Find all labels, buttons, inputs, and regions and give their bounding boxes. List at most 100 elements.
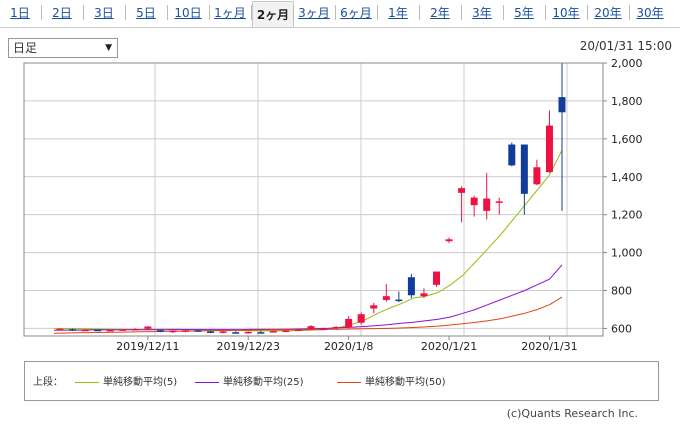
- tab-8[interactable]: 6ヶ月: [340, 6, 372, 20]
- candle: [407, 273, 415, 299]
- period-select[interactable]: 日足 ▼: [8, 38, 118, 58]
- candles: [56, 63, 566, 334]
- y-tick-label: 1,200: [611, 209, 643, 222]
- tab-separator: [293, 5, 294, 20]
- candle-body: [257, 332, 265, 334]
- candle-body: [332, 326, 340, 329]
- candle: [420, 288, 428, 299]
- tab-9[interactable]: 1年: [388, 6, 408, 20]
- tab-separator: [629, 5, 630, 20]
- legend-swatch-ma5: [75, 381, 99, 383]
- candle: [56, 328, 64, 331]
- candle: [458, 186, 466, 223]
- candle-body: [445, 239, 453, 242]
- candle: [470, 195, 478, 217]
- tab-4[interactable]: 10日: [174, 6, 202, 20]
- legend-swatch-ma50: [337, 381, 361, 383]
- candle: [219, 331, 227, 334]
- legend-item-ma25: 単純移動平均(25): [195, 373, 304, 388]
- candle: [169, 330, 177, 333]
- legend: 上段： 単純移動平均(5) 単純移動平均(25) 単純移動平均(50): [24, 361, 659, 401]
- candle: [545, 110, 553, 173]
- candle-body: [244, 331, 252, 334]
- y-tick-label: 1,800: [611, 95, 643, 108]
- candle-body: [320, 328, 328, 331]
- tab-separator: [83, 5, 84, 20]
- plot-background: [24, 63, 603, 336]
- tab-14[interactable]: 20年: [594, 6, 622, 20]
- candle-body: [508, 144, 516, 166]
- x-tick-label: 2019/12/11: [116, 340, 179, 353]
- tab-13[interactable]: 10年: [552, 6, 580, 20]
- candle-body: [94, 329, 102, 332]
- y-tick-label: 2,000: [611, 57, 643, 70]
- candle-body: [207, 331, 215, 333]
- candle-body: [382, 296, 390, 300]
- candle: [156, 329, 164, 333]
- tab-15[interactable]: 30年: [636, 6, 664, 20]
- candle: [345, 316, 353, 329]
- candle: [144, 326, 152, 330]
- legend-prefix: 上段：: [33, 377, 63, 388]
- tab-separator: [587, 5, 588, 20]
- candle: [294, 328, 302, 332]
- candle-body: [520, 144, 528, 194]
- axes: 600 800 1,000 1,200 1,400 1,600 1,800 2,000 2019…: [23, 57, 643, 353]
- candle: [370, 302, 378, 314]
- tab-separator: [419, 5, 420, 20]
- candle-body: [458, 188, 466, 193]
- candle-body: [294, 329, 302, 331]
- tab-separator: [209, 5, 210, 20]
- candle-body: [282, 330, 290, 333]
- candle: [483, 172, 491, 220]
- candle: [395, 291, 403, 303]
- tab-5[interactable]: 1ヶ月: [214, 6, 246, 20]
- tab-separator: [125, 5, 126, 20]
- candle: [119, 328, 127, 331]
- candle-body: [69, 329, 77, 331]
- candle: [520, 144, 528, 215]
- y-tick-label: 600: [611, 322, 632, 335]
- tab-11[interactable]: 3年: [472, 6, 492, 20]
- candle-body: [420, 293, 428, 297]
- tab-3[interactable]: 5日: [136, 6, 156, 20]
- legend-swatch-ma25: [195, 381, 219, 383]
- candle: [182, 329, 189, 333]
- tab-separator: [167, 5, 168, 20]
- tab-12[interactable]: 5年: [514, 6, 534, 20]
- legend-label-ma5: 単純移動平均(5): [103, 377, 178, 388]
- tabs-underline: [0, 27, 680, 28]
- chevron-down-icon: ▼: [105, 43, 112, 53]
- tab-separator: [41, 5, 42, 20]
- candle-body: [56, 328, 64, 331]
- legend-label-ma25: 単純移動平均(25): [223, 377, 304, 388]
- candle: [244, 331, 252, 334]
- tab-0[interactable]: 1日: [10, 6, 30, 20]
- tab-2[interactable]: 3日: [94, 6, 114, 20]
- y-tick-label: 1,000: [611, 247, 643, 260]
- tab-7[interactable]: 3ヶ月: [298, 6, 330, 20]
- tab-separator: [251, 5, 252, 20]
- candle: [232, 331, 240, 334]
- candle: [94, 329, 102, 332]
- candle-body: [131, 328, 139, 331]
- candle: [131, 328, 139, 331]
- candle-body: [395, 299, 403, 302]
- legend-label-ma50: 単純移動平均(50): [365, 377, 446, 388]
- candle-body: [106, 329, 114, 332]
- candle-body: [169, 330, 177, 333]
- period-select-value: 日足: [13, 41, 38, 55]
- candle: [558, 63, 566, 211]
- tab-10[interactable]: 2年: [430, 6, 450, 20]
- tab-separator: [503, 5, 504, 20]
- candle-body: [433, 271, 440, 285]
- tab-separator: [545, 5, 546, 20]
- tab-1[interactable]: 2日: [52, 6, 72, 20]
- y-tick-label: 1,600: [611, 133, 643, 146]
- candle-body: [307, 326, 315, 329]
- candle: [433, 271, 440, 287]
- ma50-line: [53, 296, 563, 334]
- x-tick-label: 2020/1/31: [521, 340, 577, 353]
- tab-6[interactable]: 2ヶ月: [252, 1, 294, 28]
- candle: [533, 159, 541, 186]
